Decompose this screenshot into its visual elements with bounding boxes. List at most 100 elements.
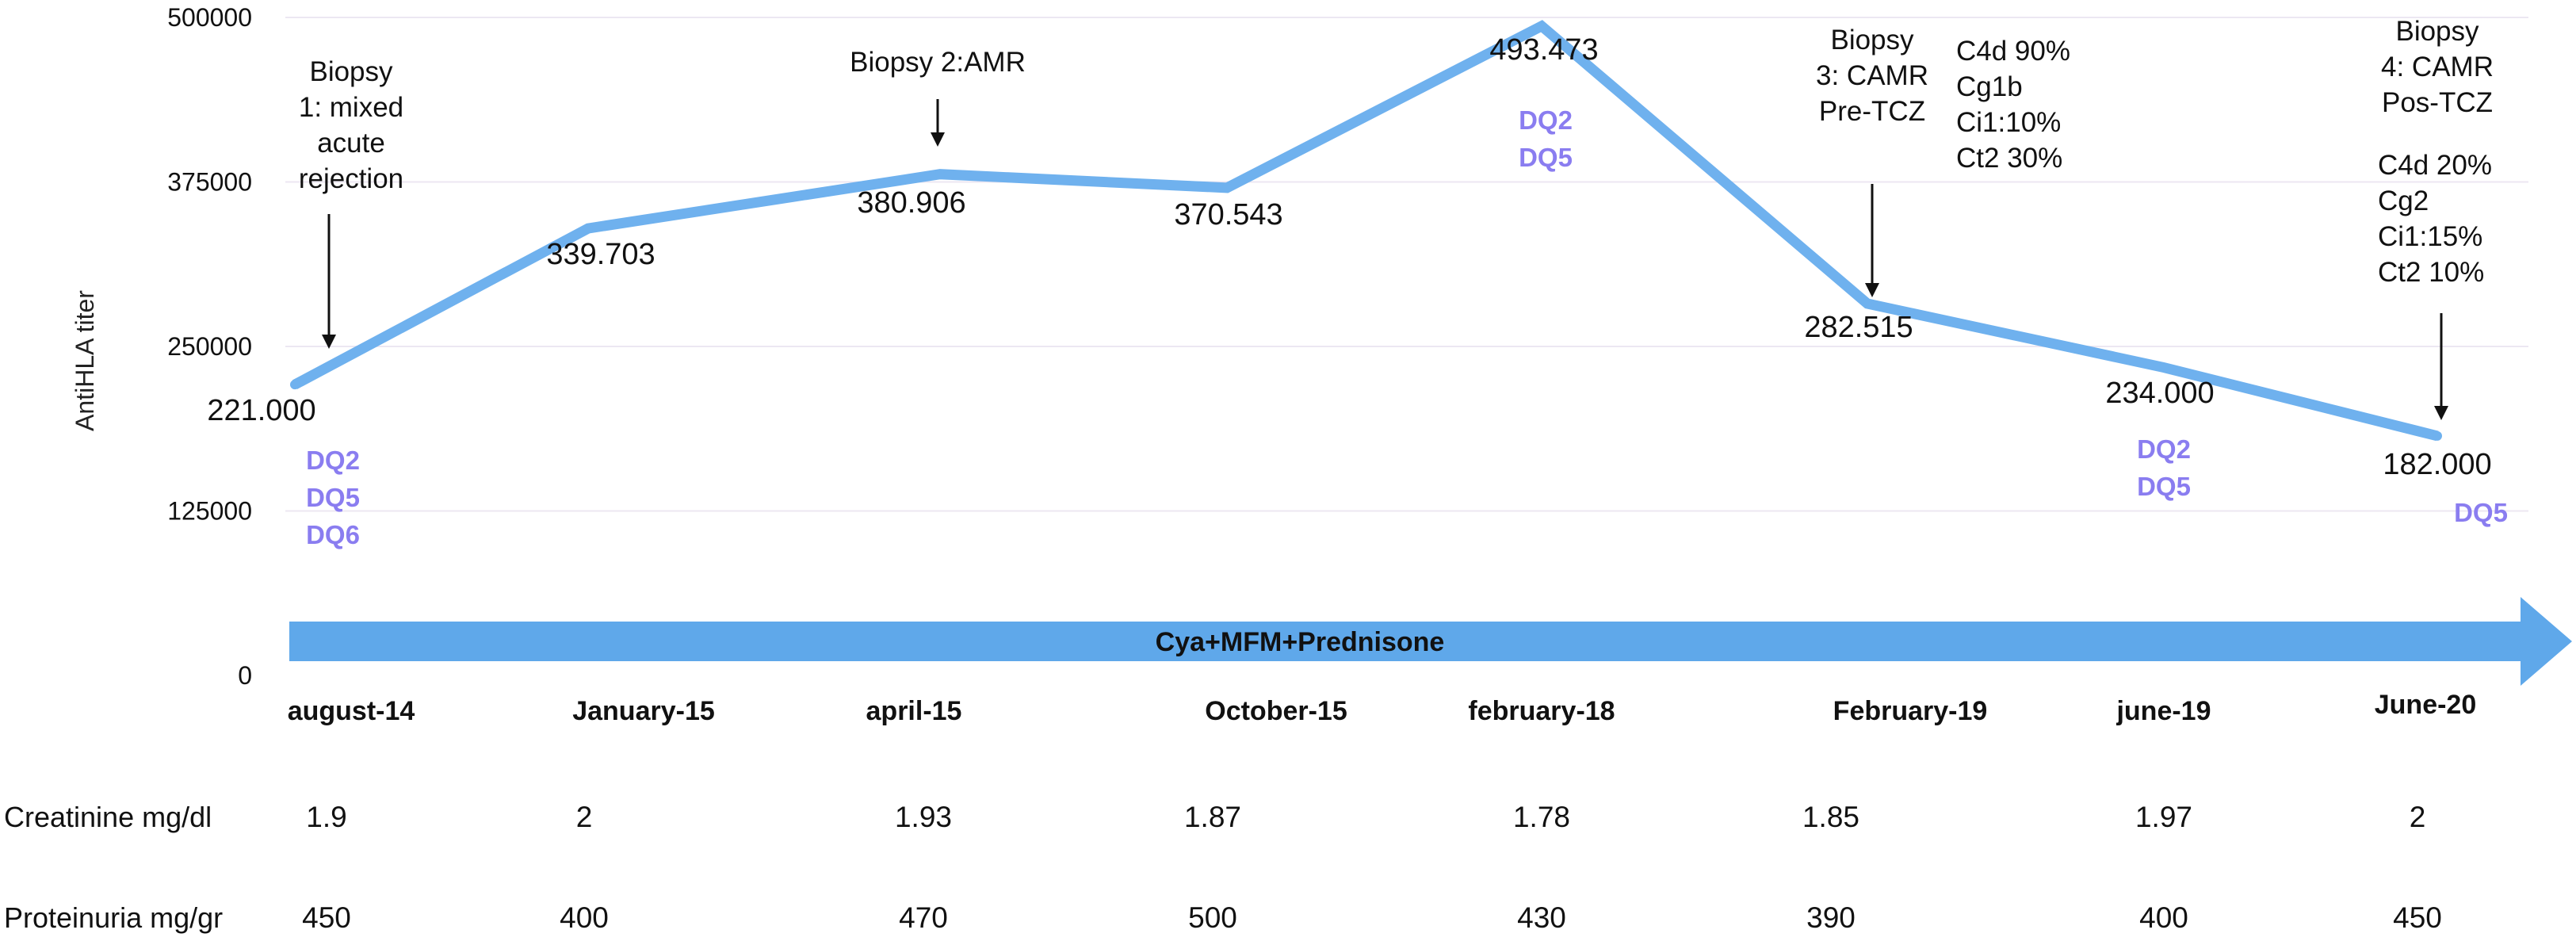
table-cell: 1.85 (1802, 801, 1859, 833)
annotation-arrow (931, 99, 945, 147)
dq-label: DQ6 (306, 520, 360, 549)
annotation-text: Ci1:10% (1956, 107, 2061, 138)
y-tick-label: 0 (238, 661, 252, 690)
annotation: C4d 90% Cg1b Ci1:10% Ct2 30% (1956, 36, 2070, 174)
table-row: Creatinine mg/dl 1.9 2 1.93 1.87 1.78 1.85 1.97… (4, 801, 2425, 833)
annotation-arrow-head (322, 335, 336, 349)
annotation-arrow (1865, 184, 1879, 297)
annotation-text: 1: mixed (299, 92, 403, 123)
annotation-text: Biopsy (309, 56, 393, 87)
annotation-text: Ct2 10% (2378, 257, 2484, 288)
dq-label: DQ5 (306, 483, 360, 512)
table-cell: 1.9 (306, 801, 346, 833)
y-tick-label: 500000 (167, 3, 252, 32)
x-tick-label: January-15 (572, 696, 715, 726)
data-point (1863, 299, 1872, 309)
data-label: 234.000 (2105, 377, 2214, 410)
data-point (1222, 182, 1232, 193)
x-tick-label: October-15 (1205, 696, 1347, 726)
x-axis: august-14 January-15 april-15 October-15 feb… (288, 690, 2477, 726)
grid-layer (285, 17, 2528, 512)
table-row-label: Proteinuria mg/gr (4, 901, 223, 934)
data-point (935, 169, 945, 179)
annotation-arrow (322, 214, 336, 349)
annotation-text: C4d 90% (1956, 36, 2070, 67)
annotation: Biopsy 2:AMR (850, 47, 1026, 147)
data-point (1537, 21, 1546, 31)
data-label-layer: 221.000 339.703 380.906 370.543 493.473 282.5… (207, 33, 2508, 549)
x-tick-label: april-15 (866, 696, 962, 726)
annotation-text: Biopsy 2:AMR (850, 47, 1026, 78)
table-cell: 1.97 (2135, 801, 2192, 833)
annotation-text: C4d 20% (2378, 150, 2492, 181)
treatment-arrow-shape (289, 597, 2572, 686)
y-tick-label: 375000 (167, 168, 252, 197)
table-cell: 450 (2393, 901, 2442, 934)
x-tick-label: february-18 (1468, 696, 1615, 726)
table-cell: 400 (2139, 901, 2188, 934)
annotation-arrow-head (2434, 406, 2448, 420)
annotation-arrow-head (1865, 283, 1879, 297)
annotation-text: Cg2 (2378, 186, 2429, 216)
table-cell: 1.93 (895, 801, 952, 833)
annotation-text: 3: CAMR (1816, 60, 1928, 91)
table-cell: 500 (1188, 901, 1237, 934)
data-point (583, 224, 593, 234)
data-label: 221.000 (207, 394, 315, 427)
annotation-text: Cg1b (1956, 71, 2023, 102)
table-row-label: Creatinine mg/dl (4, 801, 212, 833)
table-cell: 400 (560, 901, 609, 934)
y-tick-label: 250000 (167, 332, 252, 361)
annotation-arrow-head (931, 132, 945, 147)
x-tick-label: august-14 (288, 696, 415, 726)
dq-label: DQ5 (1519, 143, 1573, 172)
annotation-text: Ct2 30% (1956, 143, 2062, 174)
annotation: Biopsy 3: CAMR Pre-TCZ (1816, 25, 1928, 297)
x-tick-label: June-20 (2375, 690, 2477, 720)
treatment-arrow: Cya+MFM+Prednisone (289, 597, 2572, 686)
annotation: C4d 20% Cg2 Ci1:15% Ct2 10% (2378, 150, 2492, 420)
annotation-text: Ci1:15% (2378, 221, 2482, 252)
table-cell: 1.78 (1513, 801, 1570, 833)
dq-label: DQ5 (2137, 472, 2191, 501)
data-point (2159, 362, 2169, 373)
annotation-arrow (2434, 313, 2448, 420)
data-label: 282.515 (1804, 311, 1913, 344)
annotation-text: Pos-TCZ (2382, 87, 2493, 118)
data-label: 370.543 (1174, 198, 1282, 231)
data-point (2433, 430, 2442, 441)
annotation-layer: Biopsy 1: mixed acute rejection Biopsy 2:AMR… (299, 16, 2494, 420)
data-table: Creatinine mg/dl 1.9 2 1.93 1.87 1.78 1.85 1.97… (4, 801, 2442, 934)
dq-label: DQ2 (2137, 434, 2191, 464)
treatment-label: Cya+MFM+Prednisone (1156, 627, 1445, 657)
annotation-text: rejection (299, 163, 403, 194)
y-axis-label: AntiHLA titer (71, 290, 99, 431)
table-cell: 430 (1517, 901, 1566, 934)
table-cell: 1.87 (1184, 801, 1241, 833)
dq-label: DQ2 (306, 446, 360, 475)
table-cell: 2 (2410, 801, 2426, 833)
annotation-text: 4: CAMR (2381, 52, 2494, 82)
annotation-text: acute (317, 128, 385, 159)
x-tick-label: june-19 (2115, 696, 2211, 726)
y-axis: 0 125000 250000 375000 500000 (167, 3, 252, 690)
x-tick-label: February-19 (1833, 696, 1988, 726)
data-point (290, 380, 300, 390)
data-label: 493.473 (1489, 33, 1598, 67)
series-line (292, 20, 2439, 442)
annotation-text: Biopsy (1830, 25, 1914, 55)
table-row: Proteinuria mg/gr 450 400 470 500 430 390 400 45… (4, 901, 2442, 934)
y-tick-label: 125000 (167, 497, 252, 526)
annotation: Biopsy 4: CAMR Pos-TCZ (2381, 16, 2494, 118)
table-cell: 2 (576, 801, 593, 833)
series-line-layer (290, 20, 2442, 442)
dq-label: DQ5 (2454, 498, 2508, 527)
data-label: 339.703 (546, 238, 655, 271)
annotation-text: Pre-TCZ (1819, 96, 1925, 127)
data-label: 182.000 (2383, 448, 2491, 481)
table-cell: 450 (302, 901, 351, 934)
data-label: 380.906 (857, 186, 965, 220)
table-cell: 390 (1806, 901, 1856, 934)
table-cell: 470 (899, 901, 948, 934)
